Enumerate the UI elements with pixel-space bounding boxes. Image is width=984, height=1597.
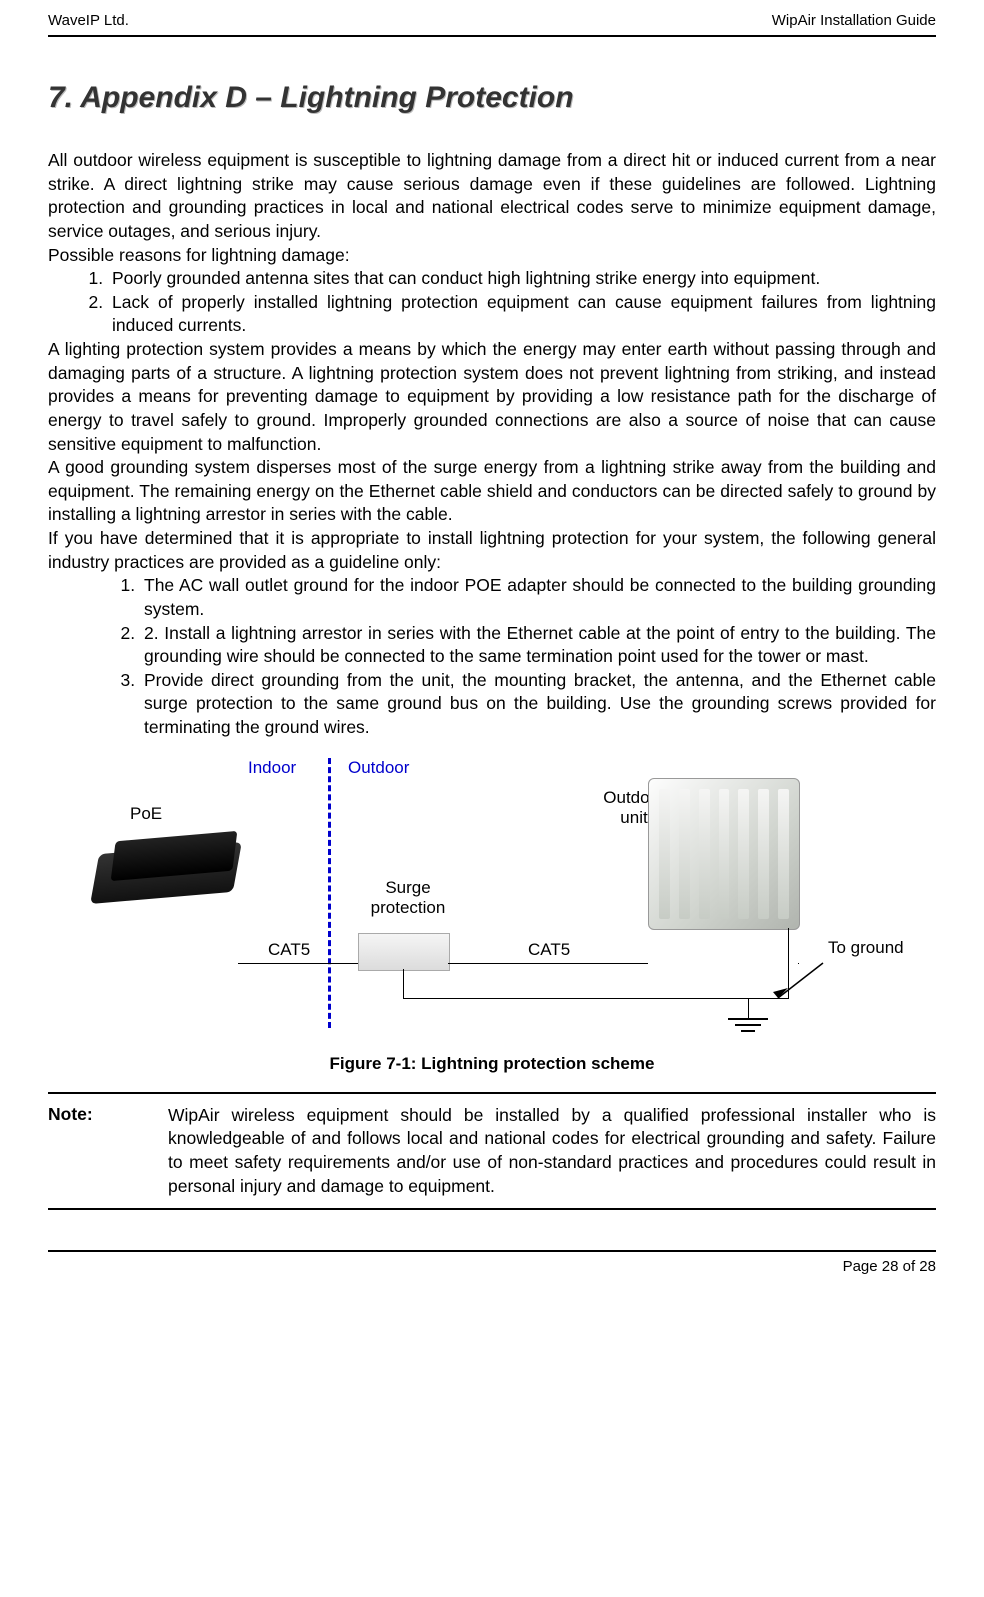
wire-surge-down — [403, 969, 404, 999]
label-indoor: Indoor — [248, 758, 296, 778]
list-item: 2. Install a lightning arrestor in serie… — [140, 622, 936, 669]
outdoor-unit-icon — [648, 778, 800, 930]
page: WaveIP Ltd. WipAir Installation Guide 7.… — [0, 0, 984, 1295]
note-label: Note: — [48, 1104, 168, 1199]
page-header: WaveIP Ltd. WipAir Installation Guide — [48, 0, 936, 29]
para-3: A lighting protection system provides a … — [48, 338, 936, 456]
guidelines-list: The AC wall outlet ground for the indoor… — [140, 574, 936, 739]
poe-device-icon — [96, 828, 246, 918]
cable-cat5-left — [238, 963, 358, 964]
header-left: WaveIP Ltd. — [48, 12, 129, 29]
wire-to-ground-sym — [748, 998, 749, 1018]
label-cat5-right: CAT5 — [528, 940, 570, 960]
figure-caption: Figure 7-1: Lightning protection scheme — [48, 1054, 936, 1074]
label-surge: Surge protection — [358, 878, 458, 918]
para-1: All outdoor wireless equipment is suscep… — [48, 149, 936, 244]
label-outdoor: Outdoor — [348, 758, 409, 778]
para-2: Possible reasons for lightning damage: — [48, 244, 936, 268]
label-poe: PoE — [130, 804, 162, 824]
cable-cat5-right — [448, 963, 648, 964]
ground-symbol-icon — [728, 1018, 768, 1032]
reasons-list: Poorly grounded antenna sites that can c… — [108, 267, 936, 338]
arrow-to-ground-icon — [768, 958, 838, 1008]
para-4: A good grounding system disperses most o… — [48, 456, 936, 527]
note-block: Note: WipAir wireless equipment should b… — [48, 1092, 936, 1211]
list-item: The AC wall outlet ground for the indoor… — [140, 574, 936, 621]
list-item: Provide direct grounding from the unit, … — [140, 669, 936, 740]
list-item: Lack of properly installed lightning pro… — [108, 291, 936, 338]
surge-protector-icon — [358, 933, 450, 971]
footer-page-number: Page 28 of 28 — [48, 1252, 936, 1295]
label-to-ground: To ground — [828, 938, 904, 958]
figure-lightning-scheme: Indoor Outdoor PoE CAT5 Surge protection… — [48, 758, 936, 1048]
section-title: 7. Appendix D – Lightning Protection — [48, 81, 936, 115]
note-text: WipAir wireless equipment should be inst… — [168, 1104, 936, 1199]
list-item: Poorly grounded antenna sites that can c… — [108, 267, 936, 291]
label-cat5-left: CAT5 — [268, 940, 310, 960]
header-rule — [48, 35, 936, 37]
para-5: If you have determined that it is approp… — [48, 527, 936, 574]
wire-ground-bus — [403, 998, 789, 999]
header-right: WipAir Installation Guide — [772, 12, 936, 29]
indoor-outdoor-divider — [328, 758, 331, 1028]
